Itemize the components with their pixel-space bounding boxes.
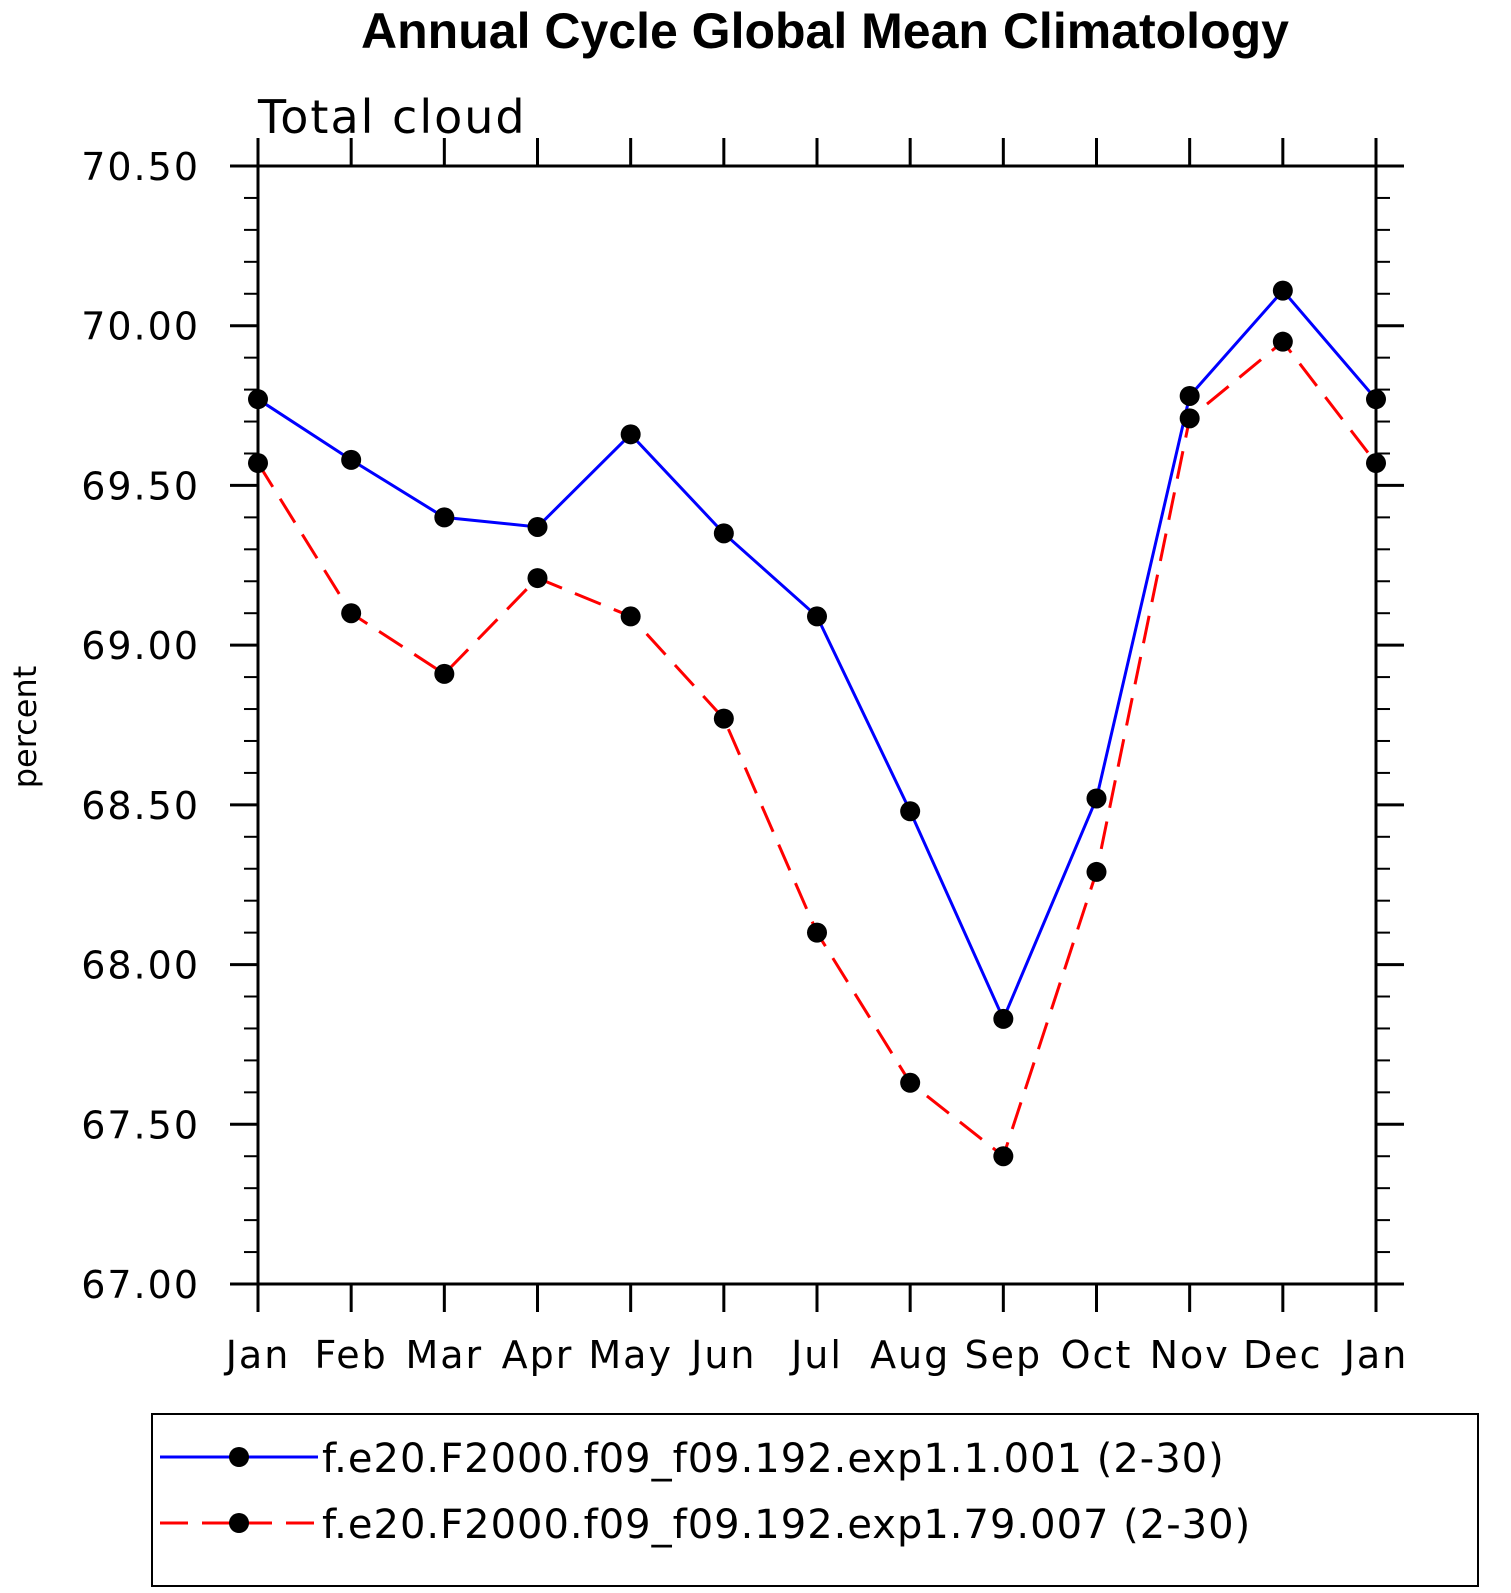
series-1-point	[434, 507, 455, 528]
series-2-point	[527, 568, 548, 589]
y-axis-label: percent	[6, 666, 44, 789]
y-tick-label: 69.50	[81, 464, 200, 508]
x-tick-labels: Jan Feb Mar Apr May Jun Jul Aug Sep Oct Nov Dec Jan	[224, 1333, 1409, 1377]
x-tick-label: Oct	[1061, 1333, 1133, 1377]
x-tick-label: Feb	[315, 1333, 388, 1377]
series-line-2	[256, 339, 1378, 1159]
y-tick-label: 70.50	[81, 145, 200, 189]
y-tick-label: 68.00	[81, 944, 200, 988]
series-2-point	[434, 663, 455, 684]
series-2-point	[1086, 861, 1107, 882]
x-tick-label: Dec	[1243, 1333, 1323, 1377]
x-tick-label: Jan	[1342, 1333, 1409, 1377]
series-1-point	[807, 606, 827, 627]
y-tick-label: 69.00	[81, 624, 200, 668]
series-2-point	[620, 606, 641, 627]
x-tick-label: Apr	[502, 1333, 574, 1377]
series-1-point	[341, 449, 362, 470]
series-2-point	[807, 922, 827, 943]
series-1-point	[527, 516, 548, 537]
series-1-point	[1366, 389, 1386, 410]
x-tick-label: Jan	[224, 1333, 291, 1377]
plot-frame	[256, 164, 1378, 1286]
x-tick-label: Jun	[689, 1333, 756, 1377]
series-1-point	[900, 801, 921, 822]
legend: f.e20.F2000.f09_f09.192.exp1.1.001 (2-30…	[151, 1413, 1479, 1587]
chart-title: Annual Cycle Global Mean Climatology	[361, 3, 1289, 59]
series-1-point	[248, 389, 268, 410]
series-1-point	[993, 1008, 1014, 1029]
series-layer	[248, 280, 1386, 1167]
legend-label-2: f.e20.F2000.f09_f09.192.exp1.79.007 (2-3…	[322, 1502, 1251, 1548]
y-tick-label: 67.50	[81, 1103, 200, 1147]
series-2-point	[1179, 408, 1200, 429]
series-1-point	[1272, 280, 1293, 301]
series-2-point	[900, 1072, 921, 1093]
x-tick-label: Jul	[789, 1333, 843, 1377]
x-tick-label: Aug	[870, 1333, 950, 1377]
series-1-point	[1179, 385, 1200, 406]
y-tick-label: 68.50	[81, 784, 200, 828]
axis-ticks	[230, 138, 1404, 1312]
series-2-point	[993, 1146, 1014, 1167]
series-2-point	[341, 603, 362, 624]
x-tick-label: May	[588, 1333, 673, 1377]
y-tick-labels: 67.00 67.50 68.00 68.50 69.00 69.50 70.00 70.50	[81, 145, 200, 1307]
legend-marker-1	[229, 1447, 249, 1467]
series-2-point	[1272, 331, 1293, 352]
legend-label-1: f.e20.F2000.f09_f09.192.exp1.1.001 (2-30…	[322, 1436, 1225, 1482]
legend-box	[151, 1413, 1479, 1587]
series-1-point	[713, 523, 734, 544]
x-tick-label: Sep	[965, 1333, 1043, 1377]
series-2-point	[1366, 453, 1386, 474]
series-line-1	[257, 288, 1378, 1023]
y-tick-label: 70.00	[81, 305, 200, 349]
chart-subtitle: Total cloud	[257, 90, 527, 144]
x-tick-label: Mar	[405, 1333, 483, 1377]
series-1-point	[1086, 788, 1107, 809]
x-tick-label: Nov	[1150, 1333, 1230, 1377]
series-2-point	[713, 708, 734, 729]
series-1-point	[620, 424, 641, 445]
legend-items: f.e20.F2000.f09_f09.192.exp1.1.001 (2-30…	[160, 1436, 1251, 1548]
legend-marker-2	[229, 1513, 249, 1533]
y-tick-label: 67.00	[81, 1263, 200, 1307]
series-2-point	[248, 453, 268, 474]
